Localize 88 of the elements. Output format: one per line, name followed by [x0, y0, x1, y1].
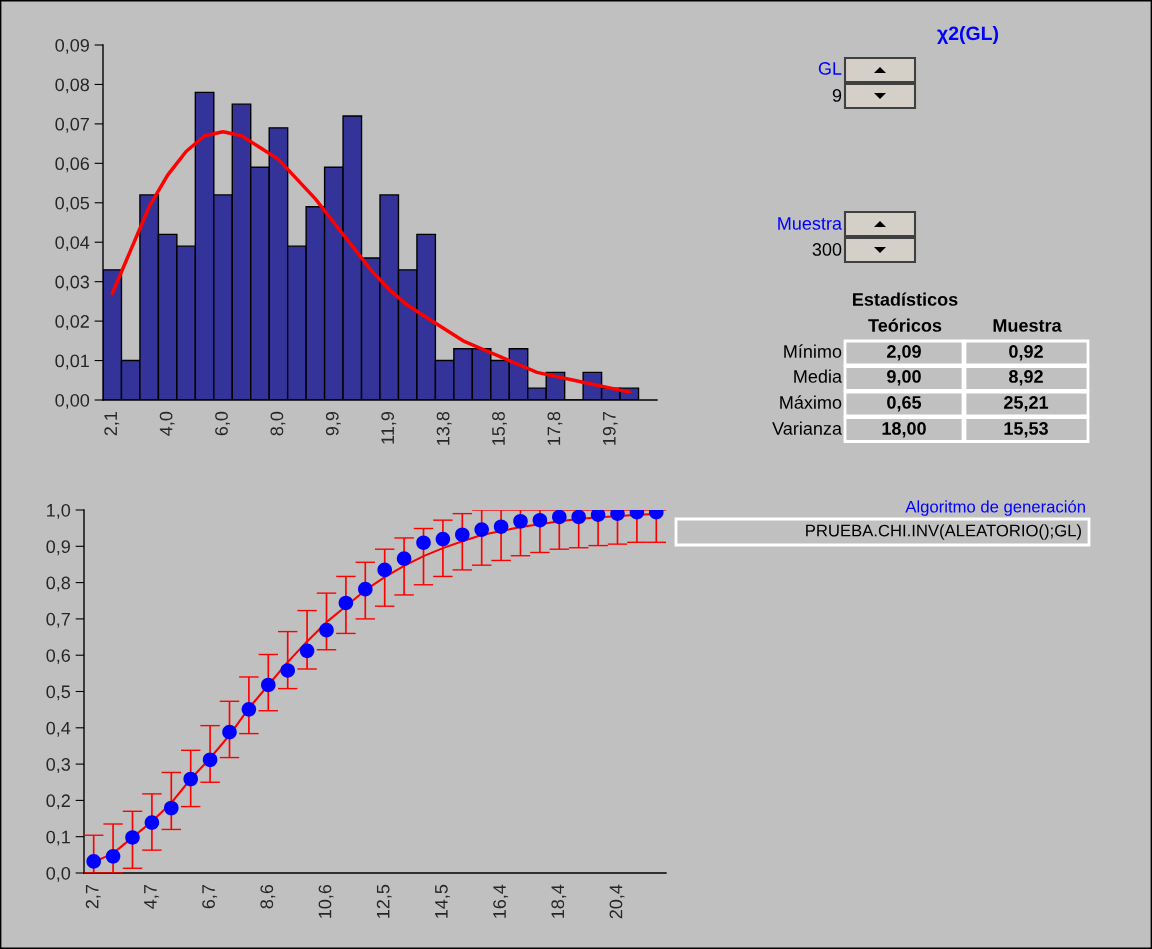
y-tick-label: 0,03 — [55, 275, 90, 291]
point — [455, 527, 470, 542]
text: 9,00 — [887, 370, 921, 386]
point — [241, 702, 257, 717]
point — [571, 510, 586, 525]
x-tick-label: 2,7 — [85, 885, 101, 909]
point — [86, 854, 101, 869]
point — [261, 677, 276, 693]
y-tick-label: 0,05 — [55, 196, 90, 212]
point — [377, 562, 392, 578]
text: 300 — [812, 243, 842, 256]
x-tick-label: 4,7 — [144, 885, 159, 909]
point — [105, 849, 121, 864]
text: 25,21 — [1004, 396, 1049, 412]
text: Varianza — [772, 421, 842, 435]
point — [493, 519, 509, 534]
point — [474, 522, 489, 537]
y-tick-label: 0,3 — [46, 758, 71, 773]
point — [338, 595, 354, 611]
point — [125, 830, 140, 845]
x-tick-label: 4,0 — [159, 411, 175, 436]
y-tick-label: 0,1 — [46, 830, 70, 846]
text: 18,00 — [882, 422, 926, 438]
x-tick-label: 17,8 — [547, 411, 563, 445]
y-tick-label: 0,4 — [46, 721, 71, 737]
x-tick-label: 6,7 — [202, 885, 218, 909]
text: Mínimo — [784, 344, 842, 358]
point — [280, 663, 295, 678]
x-tick-label: 20,4 — [609, 884, 625, 919]
text: PRUEBA.CHI.INV(ALEATORIO();GL) — [806, 524, 1081, 540]
text: Muestra — [778, 217, 842, 230]
point — [222, 724, 237, 740]
text: Muestra — [993, 319, 1062, 332]
point — [358, 581, 373, 597]
x-tick-label: 6,0 — [215, 411, 231, 436]
text: GL — [818, 62, 842, 75]
text: χ2(GL) — [937, 25, 999, 45]
text: Estadísticos — [853, 292, 958, 306]
line-series — [110, 130, 632, 394]
y-tick-label: 0,01 — [55, 354, 89, 370]
y-tick-label: 0,04 — [55, 236, 90, 252]
x-tick-label: 8,6 — [260, 884, 276, 909]
y-tick-label: 0,09 — [55, 38, 89, 54]
y-tick-label: 0,9 — [46, 540, 70, 556]
text: 9 — [832, 89, 842, 102]
point — [435, 531, 451, 547]
text: 0,92 — [1009, 345, 1043, 361]
text: Teóricos — [868, 318, 942, 332]
text: Algoritmo de generación — [905, 500, 1085, 516]
point — [202, 752, 218, 768]
x-tick-label: 8,0 — [270, 411, 286, 436]
x-tick-label: 12,5 — [376, 884, 392, 918]
y-tick-label: 0,07 — [55, 117, 89, 133]
point — [396, 551, 412, 566]
text: 2,09 — [887, 345, 921, 361]
y-tick-label: 1,0 — [47, 503, 71, 519]
point — [144, 815, 160, 830]
text: 0,65 — [887, 396, 922, 412]
point — [319, 622, 334, 638]
y-tick-label: 0,0 — [46, 866, 71, 882]
x-tick-label: 9,9 — [325, 411, 341, 436]
y-tick-label: 0,2 — [46, 794, 70, 810]
x-tick-label: 18,4 — [551, 884, 567, 918]
y-tick-label: 0,7 — [46, 612, 70, 628]
y-tick-label: 0,00 — [55, 393, 90, 409]
x-tick-label: 14,5 — [435, 884, 450, 918]
y-tick-label: 0,06 — [55, 157, 90, 173]
text: Máximo — [780, 395, 842, 409]
point — [552, 510, 567, 525]
y-tick-label: 0,08 — [55, 78, 90, 94]
point — [299, 643, 315, 659]
x-tick-label: 13,8 — [436, 411, 452, 445]
text: Media — [794, 369, 842, 383]
point — [164, 800, 179, 816]
x-tick-label: 11,9 — [381, 411, 397, 444]
x-tick-label: 19,7 — [602, 412, 618, 445]
point — [183, 771, 198, 787]
y-tick-label: 0,02 — [55, 315, 89, 330]
y-tick-label: 0,8 — [46, 576, 71, 592]
x-tick-label: 15,8 — [492, 411, 508, 445]
y-tick-label: 0,6 — [46, 649, 71, 665]
x-tick-label: 10,6 — [318, 884, 334, 918]
y-tick-label: 0,5 — [46, 685, 71, 701]
point — [416, 535, 431, 550]
text: 15,53 — [1004, 422, 1048, 438]
x-tick-label: 16,4 — [493, 884, 509, 918]
x-tick-label: 2,1 — [104, 411, 120, 436]
text: 8,92 — [1009, 370, 1043, 386]
